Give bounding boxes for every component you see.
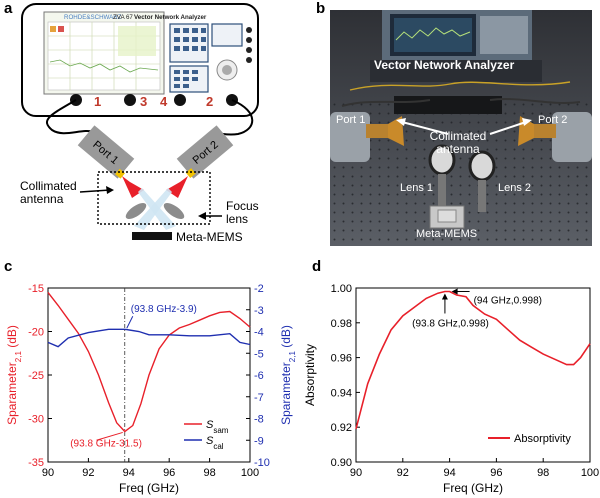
x-tick-label: 90: [350, 467, 362, 479]
y-tick-label: 1.00: [331, 283, 352, 295]
panel-a-schematic: ROHDE&SCHWARZ ZVA 67 Vector Network Anal…: [21, 3, 259, 240]
chart-c: 90 92 94 96 98 100 -15 -20 -25 -30 -35 -2 -3 -4 -5 -6 -7…: [5, 283, 297, 495]
panel-c-letter: c: [4, 258, 13, 275]
port-number-4: 4: [160, 94, 168, 109]
x-tick-label: 94: [123, 467, 135, 479]
y-tick-label: 0.92: [331, 422, 352, 434]
x-tick-label: 94: [443, 467, 455, 479]
x-axis-label: Freq (GHz): [119, 481, 179, 495]
y-left-tick-label: -20: [28, 327, 44, 339]
lab-photo: Vector Network Analyzer Port 1 Port 2 Co…: [330, 10, 592, 246]
mems-label: Meta-MEMS: [176, 230, 243, 244]
x-tick-label: 96: [490, 467, 502, 479]
cable-port1: [46, 99, 95, 135]
y-right-tick-label: -9: [254, 435, 264, 447]
photo-port1-label: Port 1: [336, 114, 366, 126]
legend-entry: Ssam: [206, 419, 229, 435]
x-tick-label: 98: [537, 467, 549, 479]
x-axis-label: Freq (GHz): [443, 481, 503, 495]
photo-lens1-label: Lens 1: [400, 182, 434, 194]
series-line-absorptivity: [355, 290, 591, 430]
antenna-label: Collimated antenna: [20, 179, 77, 206]
annotation-cal-arrow: [126, 316, 134, 329]
vna-brand-text: ROHDE&SCHWARZ: [64, 14, 122, 21]
y-axis-label: Absorptivity: [303, 344, 317, 406]
y-left-tick-label: -30: [28, 414, 44, 426]
annotation-peak-left: (93.8 GHz,0.998): [412, 318, 489, 329]
y-right-tick-label: -2: [254, 283, 264, 295]
legend-entry: Absorptivity: [514, 433, 571, 445]
port2-block: Port 2: [176, 125, 234, 179]
y-tick-label: 0.98: [331, 318, 352, 330]
lens-right: [163, 202, 185, 220]
y-left-tick-label: -15: [28, 283, 44, 295]
annotation-peak-right: (94 GHz,0.998): [474, 295, 542, 306]
series-line-s-sam: [47, 291, 251, 433]
photo-antenna-label: Collimated antenna: [429, 129, 487, 156]
y-right-tick-label: -8: [254, 414, 264, 426]
vna-title-text: Vector Network Analyzer: [134, 14, 207, 21]
legend-entry: Scal: [206, 435, 224, 451]
panel-a-letter: a: [4, 0, 13, 17]
panel-b-letter: b: [316, 0, 326, 17]
lens-label: Focus lens: [226, 199, 259, 226]
lens-left: [125, 202, 147, 220]
y-left-tick-label: -35: [28, 457, 44, 469]
annotation-sam: (93.8 GHz-31.5): [70, 438, 142, 449]
y-right-tick-label: -3: [254, 305, 264, 317]
port-number-3: 3: [140, 94, 147, 109]
port1-block: Port 1: [77, 125, 135, 179]
y-left-axis-label: Sparameter2,1 (dB): [5, 325, 23, 425]
y-left-tick-label: -25: [28, 370, 44, 382]
y-tick-label: 0.90: [331, 457, 352, 469]
y-right-tick-label: -6: [254, 370, 264, 382]
panel-d-letter: d: [312, 258, 322, 275]
photo-mems-label: Meta-MEMS: [416, 228, 478, 240]
x-tick-label: 100: [581, 467, 599, 479]
chart-d: 90 92 94 96 98 100 1.00 0.98 0.96 0.94 0.92 0.90 Fre…: [303, 283, 599, 495]
x-tick-label: 92: [82, 467, 94, 479]
y-right-axis-label: Sparameter2,1 (dB): [279, 325, 297, 425]
annotation-cal: (93.8 GHz-3.9): [131, 304, 197, 315]
lab-photo-art: [330, 10, 592, 246]
y-right-tick-label: -10: [254, 457, 270, 469]
annotation-arrowhead-right: [451, 288, 458, 295]
x-tick-label: 92: [397, 467, 409, 479]
x-tick-label: 96: [163, 467, 175, 479]
port-number-1: 1: [94, 94, 101, 109]
photo-lens2-label: Lens 2: [498, 182, 532, 194]
y-tick-label: 0.94: [331, 387, 352, 399]
photo-vna-label: Vector Network Analyzer: [374, 58, 515, 72]
annotation-sam-arrow: [96, 431, 123, 441]
x-tick-label: 98: [203, 467, 215, 479]
y-right-tick-label: -4: [254, 327, 264, 339]
port-number-2: 2: [206, 94, 213, 109]
y-right-tick-label: -7: [254, 392, 264, 404]
series-line-s-cal: [47, 328, 251, 348]
annotation-arrowhead-up: [441, 293, 448, 300]
x-tick-label: 100: [241, 467, 259, 479]
y-tick-label: 0.96: [331, 353, 352, 365]
vna-model-text: ZVA 67: [113, 14, 133, 21]
x-tick-label: 90: [42, 467, 54, 479]
plot-frame: [355, 287, 591, 463]
photo-port2-label: Port 2: [538, 114, 568, 126]
y-right-tick-label: -5: [254, 348, 264, 360]
meta-mems-block: [132, 232, 172, 240]
